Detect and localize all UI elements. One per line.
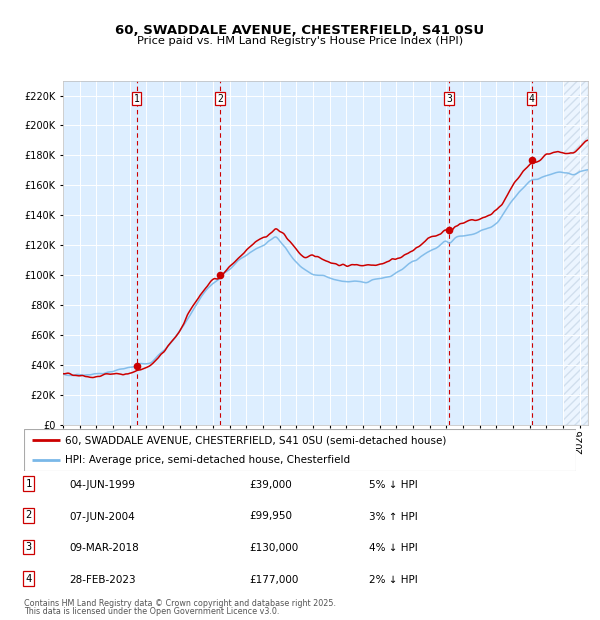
Text: 5% ↓ HPI: 5% ↓ HPI [369, 480, 418, 490]
Text: Price paid vs. HM Land Registry's House Price Index (HPI): Price paid vs. HM Land Registry's House … [137, 36, 463, 46]
Text: 60, SWADDALE AVENUE, CHESTERFIELD, S41 0SU: 60, SWADDALE AVENUE, CHESTERFIELD, S41 0… [115, 24, 485, 37]
Text: 3% ↑ HPI: 3% ↑ HPI [369, 512, 418, 521]
Text: 3: 3 [446, 94, 452, 104]
Text: 1: 1 [26, 479, 32, 489]
Text: 3: 3 [26, 542, 32, 552]
Text: 2% ↓ HPI: 2% ↓ HPI [369, 575, 418, 585]
Text: £39,000: £39,000 [249, 480, 292, 490]
Text: 09-MAR-2018: 09-MAR-2018 [69, 543, 139, 553]
Text: £99,950: £99,950 [249, 512, 292, 521]
FancyBboxPatch shape [24, 429, 576, 471]
Text: 28-FEB-2023: 28-FEB-2023 [69, 575, 136, 585]
Text: 4: 4 [26, 574, 32, 583]
Text: 1: 1 [134, 94, 140, 104]
Text: £177,000: £177,000 [249, 575, 298, 585]
Text: 04-JUN-1999: 04-JUN-1999 [69, 480, 135, 490]
Text: £130,000: £130,000 [249, 543, 298, 553]
Text: 07-JUN-2004: 07-JUN-2004 [69, 512, 135, 521]
Text: 4% ↓ HPI: 4% ↓ HPI [369, 543, 418, 553]
Bar [563, 81, 588, 425]
Text: 2: 2 [26, 510, 32, 520]
Text: HPI: Average price, semi-detached house, Chesterfield: HPI: Average price, semi-detached house,… [65, 455, 350, 465]
Text: Contains HM Land Registry data © Crown copyright and database right 2025.: Contains HM Land Registry data © Crown c… [24, 598, 336, 608]
Text: 60, SWADDALE AVENUE, CHESTERFIELD, S41 0SU (semi-detached house): 60, SWADDALE AVENUE, CHESTERFIELD, S41 0… [65, 436, 447, 446]
Text: 4: 4 [529, 94, 535, 104]
Text: 2: 2 [217, 94, 223, 104]
Text: This data is licensed under the Open Government Licence v3.0.: This data is licensed under the Open Gov… [24, 607, 280, 616]
